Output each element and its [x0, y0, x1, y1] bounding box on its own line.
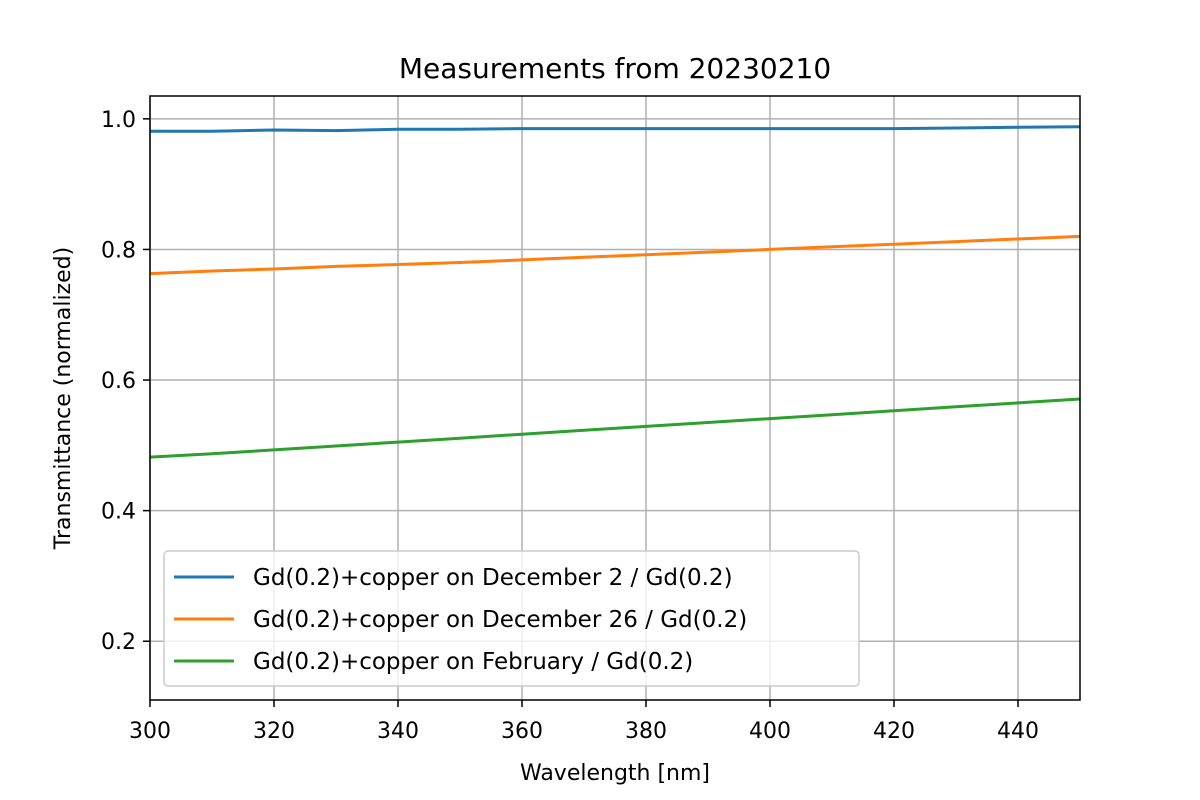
series-line-3	[149, 397, 1081, 459]
y-tick-label: 0.6	[101, 369, 136, 394]
series-line-2	[149, 234, 1081, 276]
data-series	[149, 125, 1081, 459]
x-axis-ticks: 300 320 340 360 380 400 420 440	[129, 700, 1039, 744]
x-tick-label: 380	[625, 719, 667, 744]
x-tick-label: 440	[997, 719, 1039, 744]
series-line-1	[150, 125, 1081, 133]
y-tick-label: 0.2	[101, 630, 136, 655]
legend-box	[163, 550, 860, 687]
x-tick-label: 400	[749, 719, 791, 744]
x-tick-label: 320	[253, 719, 295, 744]
y-tick-label: 0.4	[101, 500, 136, 525]
x-axis-label: Wavelength [nm]	[520, 761, 710, 786]
x-tick-label: 420	[873, 719, 915, 744]
y-tick-label: 1.0	[101, 108, 136, 133]
grid-lines	[149, 96, 1080, 700]
y-axis-label: Transmittance (normalized)	[51, 247, 76, 550]
chart-title: Measurements from 20230210	[399, 52, 831, 85]
x-tick-label: 340	[377, 719, 419, 744]
x-tick-label: 300	[129, 719, 171, 744]
legend-label-3: Gd(0.2)+copper on February / Gd(0.2)	[253, 649, 693, 675]
legend: Gd(0.2)+copper on December 2 / Gd(0.2) Gd…	[163, 550, 860, 687]
y-tick-label: 0.8	[101, 238, 136, 263]
legend-label-2: Gd(0.2)+copper on December 26 / Gd(0.2)	[253, 607, 747, 633]
y-axis-ticks: 0.2 0.4 0.6 0.8 1.0	[101, 108, 150, 655]
x-tick-label: 360	[501, 719, 543, 744]
legend-label-1: Gd(0.2)+copper on December 2 / Gd(0.2)	[253, 565, 733, 591]
plot-frame	[149, 95, 1081, 701]
